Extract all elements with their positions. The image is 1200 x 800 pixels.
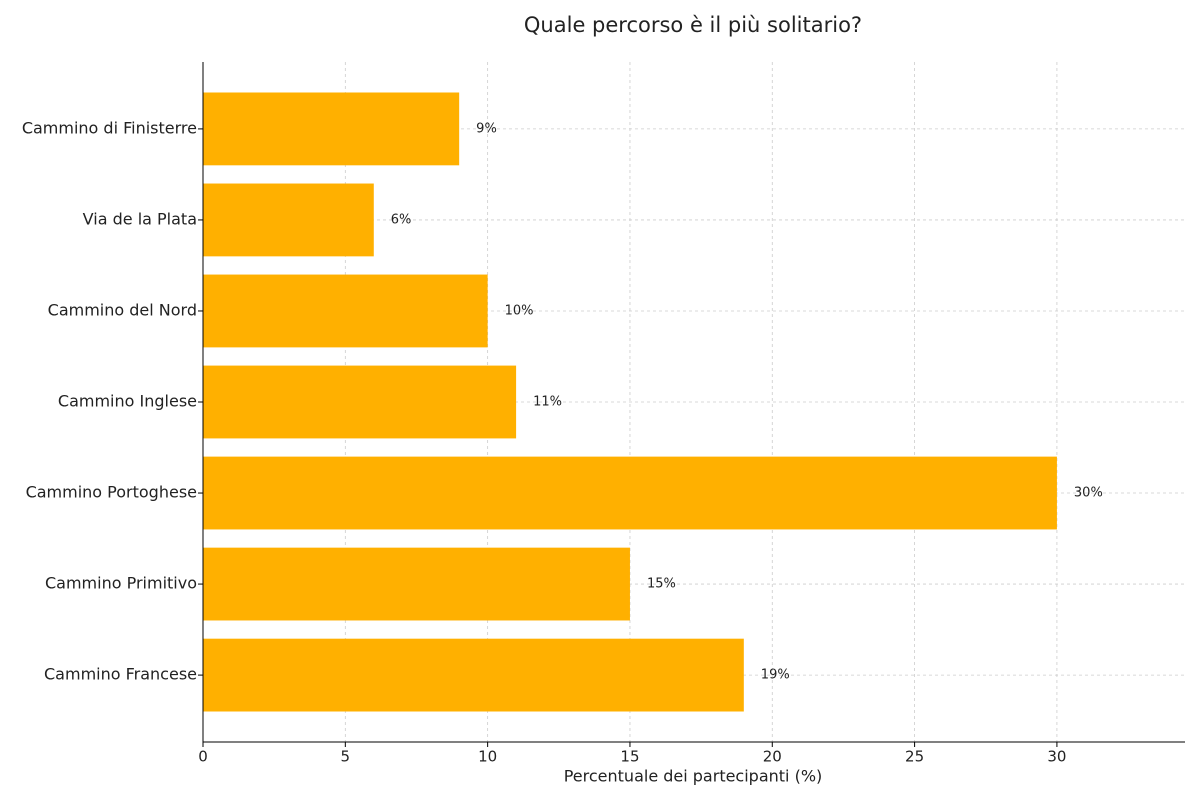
x-tick-label: 10: [478, 748, 497, 766]
y-tick-label: Cammino di Finisterre: [22, 118, 197, 137]
bar: [203, 183, 374, 257]
bar: [203, 456, 1057, 530]
x-axis-label: Percentuale dei partecipanti (%): [564, 767, 823, 786]
x-tick-label: 15: [620, 748, 639, 766]
bar: [203, 92, 460, 166]
value-label: 6%: [391, 212, 412, 227]
y-tick-label: Cammino Inglese: [58, 392, 197, 411]
value-label: 10%: [505, 303, 534, 318]
value-label: 9%: [476, 121, 497, 136]
value-label: 19%: [761, 668, 790, 683]
x-tick-label: 5: [341, 748, 351, 766]
y-tick-label: Cammino Primitivo: [45, 574, 197, 593]
bar: [203, 274, 488, 348]
bar: [203, 638, 744, 712]
y-tick-label: Via de la Plata: [83, 209, 197, 228]
chart-title: Quale percorso è il più solitario?: [524, 13, 862, 37]
x-tick-label: 0: [198, 748, 208, 766]
value-label: 11%: [533, 395, 562, 410]
x-tick-label: 25: [905, 748, 924, 766]
y-tick-label: Cammino Portoghese: [26, 483, 197, 502]
x-tick-label: 20: [763, 748, 782, 766]
bar: [203, 547, 630, 621]
x-tick-label: 30: [1047, 748, 1066, 766]
value-label: 30%: [1074, 486, 1103, 501]
y-tick-label: Cammino Francese: [44, 665, 197, 684]
value-label: 15%: [647, 577, 676, 592]
y-tick-label: Cammino del Nord: [48, 300, 197, 319]
bar: [203, 365, 517, 439]
